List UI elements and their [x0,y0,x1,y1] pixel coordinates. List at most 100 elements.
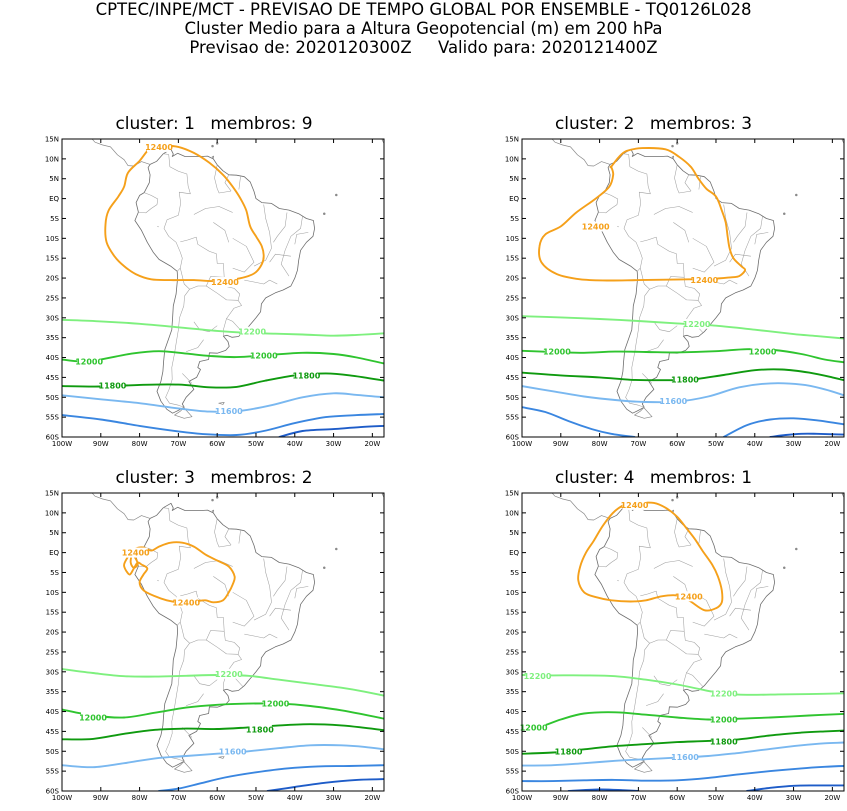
isoline-layer [62,145,384,437]
isoline-value-label: 12400 [675,592,703,601]
lon-tick-label: 90W [93,794,109,802]
lon-tick-label: 40W [287,440,303,448]
coastline-layer [543,125,847,418]
isoline-layer [522,148,844,437]
isoline-value-label: 12400 [621,501,649,510]
lat-tick-label: 15N [45,490,59,498]
isoline-label: 12200 [215,669,243,679]
lat-tick-label: 25S [46,648,60,656]
political-border [239,177,241,190]
isoline-value-label: 11600 [671,753,699,762]
political-border [646,340,664,352]
political-border [642,373,652,383]
political-border [213,222,229,242]
isoline-11400 [522,407,635,437]
isoline-value-label: 12200 [710,690,738,699]
isoline-12000 [522,712,844,728]
lat-tick-label: 10N [505,155,519,163]
political-border [646,694,664,706]
island-dot [795,194,797,196]
political-border [640,237,684,277]
political-border [699,531,701,544]
political-border [194,676,217,686]
lon-tick-label: 100W [512,440,532,448]
tierra-del-fuego-coastline [175,762,193,773]
political-border [693,238,714,272]
isoline-label: 11800 [99,380,127,390]
political-border [741,571,762,631]
lon-tick-label: 80W [132,794,148,802]
isoline-label: 12000 [250,351,278,361]
isoline-label: 12400 [690,275,718,285]
isoline-label: 12200 [524,671,552,681]
political-border [244,280,277,284]
island-dot [672,499,674,501]
lat-tick-label: 10N [505,509,519,517]
isoline-value-label: 12000 [710,715,738,724]
lat-tick-label: 10N [45,509,59,517]
header-line-3: Previsao de: 2020120300Z Valido para: 20… [0,38,847,57]
lat-tick-label: 15N [505,490,519,498]
political-border [666,631,699,654]
political-border [270,254,291,262]
isoline-label: 12400 [211,277,239,287]
political-border [166,643,190,761]
political-border [281,217,302,277]
isoline-label: 12000 [79,712,107,722]
political-border [685,175,691,191]
lat-tick-label: 5S [510,215,519,223]
political-border [624,569,642,625]
lat-tick-label: 45S [506,374,520,382]
isoline-11400 [62,414,384,435]
political-border [654,207,693,215]
isoline-value-label: 11600 [219,747,247,756]
lon-tick-label: 20W [824,794,840,802]
isoline-label: 12000 [710,714,738,724]
isoline-value-label: 11800 [99,381,127,390]
lon-tick-label: 80W [592,440,608,448]
island-dot [795,548,797,550]
political-border [273,213,287,243]
lon-tick-label: 50W [248,794,264,802]
members-label: membros: 2 [210,468,312,488]
lat-tick-label: 55S [46,768,60,776]
lon-tick-label: 30W [786,794,802,802]
isoline-11800 [62,724,384,739]
lon-tick-label: 100W [52,794,72,802]
lon-tick-label: 80W [592,794,608,802]
lat-tick-label: 50S [506,394,520,402]
lon-tick-label: 20W [364,794,380,802]
political-border [273,567,287,597]
political-border [704,634,737,638]
lat-tick-label: 25S [506,294,520,302]
political-border [741,217,762,277]
lon-tick-label: 20W [824,440,840,448]
isoline-value-label: 12000 [250,352,278,361]
political-border [163,154,190,216]
political-border [163,508,190,570]
political-border [186,340,204,352]
lon-tick-label: 70W [630,440,646,448]
political-border [180,622,224,643]
cluster-label: cluster: 3 [115,468,194,488]
page-header: CPTEC/INPE/MCT - PREVISAO DE TEMPO GLOBA… [0,0,847,57]
lon-tick-label: 80W [132,440,148,448]
political-border [733,567,747,597]
island-dot [335,194,337,196]
isoline-label: 12400 [621,500,649,510]
isoline-label: 12400 [675,591,703,601]
political-border [675,165,691,193]
political-border [673,222,689,242]
lat-tick-label: 30S [46,314,60,322]
lat-tick-label: 5N [509,175,519,183]
isoline-value-label: 12000 [749,348,777,357]
lon-tick-label: 70W [630,794,646,802]
panel-title: cluster: 4 membros: 1 [460,469,847,487]
isoline-value-label: 11600 [215,407,243,416]
lat-tick-label: 35S [46,334,60,342]
isoline-12400 [105,145,263,282]
political-border [714,559,732,621]
lat-tick-label: 20S [46,275,60,283]
isoline-label: 12400 [172,597,200,607]
africa-coastline [842,140,847,159]
